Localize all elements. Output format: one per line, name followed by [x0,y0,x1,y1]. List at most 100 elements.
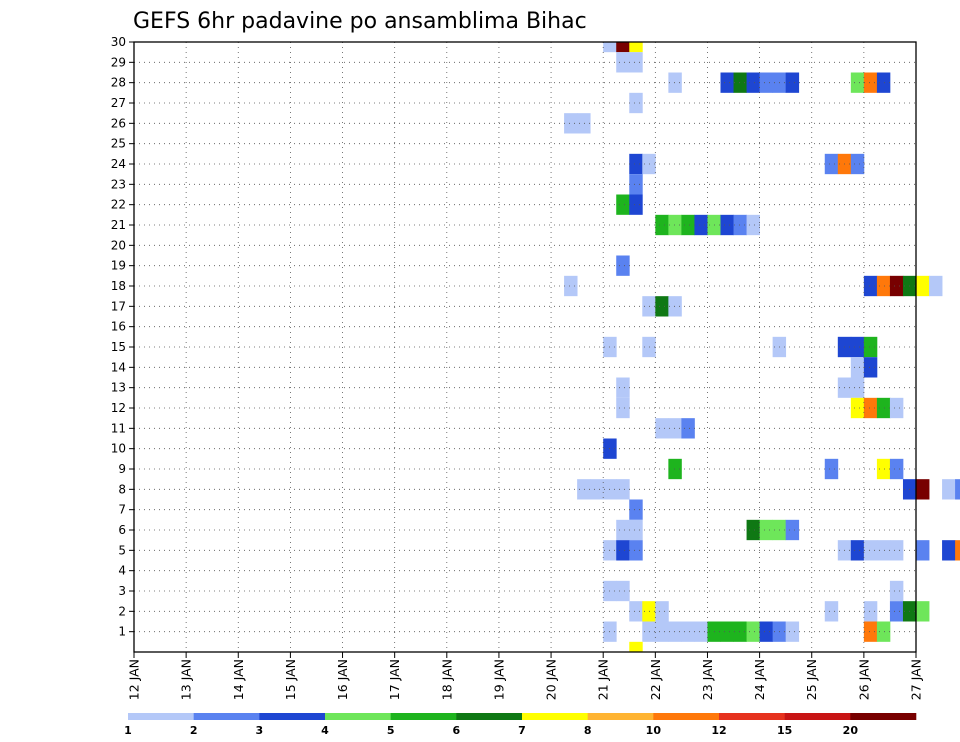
colorbar-label: 15 [777,724,792,737]
heatmap-cell [629,540,643,561]
y-tick-label: 18 [111,279,126,293]
heatmap-cell [668,214,682,236]
colorbar-swatch [719,713,785,720]
heatmap-cell [668,296,682,317]
colorbar-swatch [850,713,917,720]
x-tick-label: 23 JAN [700,659,715,700]
heatmap-cell [850,377,865,398]
heatmap-cell [863,336,878,358]
colorbar-swatch [456,713,523,720]
y-tick-label: 16 [111,320,126,334]
x-tick-label: 22 JAN [648,659,663,700]
x-tick-label: 25 JAN [804,659,819,700]
heatmap-cell [785,519,800,541]
heatmap-cell [824,153,839,175]
heatmap-cell [876,540,891,561]
heatmap-cell [720,72,734,93]
heatmap-cell [916,479,930,500]
colorbar-label: 12 [711,724,726,737]
heatmap-cell [694,621,708,642]
heatmap-cell [733,621,747,642]
heatmap-cell [564,275,578,297]
heatmap-cell [733,72,747,93]
heatmap-cell [863,621,878,642]
heatmap-cell [681,418,695,439]
x-tick-label: 20 JAN [544,659,559,700]
colorbar: 1 2 3 4 5 6 7 8 10 12 15 20 [124,713,917,737]
x-tick-label: 21 JAN [596,659,611,700]
heatmap-cell [863,357,878,378]
y-tick-label: 17 [111,299,126,313]
heatmap-cell [616,580,630,602]
heatmap-cell [850,397,865,419]
heatmap-cell [733,214,747,236]
x-tick-label: 14 JAN [231,659,246,700]
y-tick-label: 27 [111,96,126,110]
x-tick-label: 15 JAN [283,659,298,700]
x-tick-label: 26 JAN [856,659,871,700]
heatmap-cell [876,275,891,297]
colorbar-label: 20 [843,724,859,737]
heatmap-cell [942,540,956,561]
y-tick-label: 29 [111,55,126,69]
heatmap-cell [629,42,643,53]
colorbar-label: 7 [518,724,526,737]
colorbar-label: 6 [453,724,461,737]
heatmap-cell [889,458,904,480]
heatmap-cell [629,52,643,73]
colorbar-label: 8 [584,724,592,737]
y-tick-label: 30 [111,35,126,49]
colorbar-swatch [259,713,326,720]
heatmap-cell [942,479,956,500]
heatmap-cell [629,519,643,541]
y-tick-label: 28 [111,76,126,90]
heatmap-cell [863,601,878,622]
colorbar-swatch [587,713,654,720]
x-axis-ticks: 12 JAN 13 JAN 14 JAN 15 JAN 16 JAN 17 JAN 18 J… [127,652,924,700]
heatmap-cell [577,113,591,134]
colorbar-label: 3 [256,724,264,737]
heatmap-cell [629,174,643,195]
x-tick-label: 18 JAN [439,659,454,700]
heatmap-cell [681,621,695,642]
heatmap-cell [916,275,930,297]
y-tick-label: 14 [111,360,126,374]
heatmap-cell [955,540,960,561]
heatmap-cell [850,153,865,175]
heatmap-cell [668,418,682,439]
heatmap-cell [564,113,578,134]
y-tick-label: 20 [111,238,126,252]
x-tick-label: 27 JAN [909,659,924,700]
heatmap-cell [955,479,960,500]
y-tick-label: 26 [111,116,126,130]
heatmap-cell [616,194,630,215]
x-tick-label: 16 JAN [335,659,350,700]
colorbar-label: 5 [387,724,395,737]
y-tick-label: 3 [118,584,126,598]
y-tick-label: 22 [111,198,126,212]
y-tick-label: 11 [111,421,126,435]
heatmap-cell [668,458,682,480]
x-tick-label: 12 JAN [127,659,142,700]
heatmap-cell [616,52,630,73]
x-tick-label: 24 JAN [752,659,767,700]
y-tick-label: 10 [111,442,126,456]
heatmap-cell [655,296,669,317]
colorbar-swatch [784,713,851,720]
heatmap-cell [668,72,682,93]
heatmap-cell [746,72,760,93]
y-tick-label: 21 [111,218,126,232]
colorbar-label: 2 [190,724,198,737]
heatmap-cell [916,601,930,622]
heatmap-cell [720,214,734,236]
colorbar-swatch [522,713,588,720]
colorbar-swatch [193,713,260,720]
chart-title: GEFS 6hr padavine po ansamblima Bihac [133,9,587,34]
heatmap-cell [863,72,878,93]
heatmap-cell [889,540,904,561]
heatmap-cell [616,377,630,398]
heatmap-cell [785,621,800,642]
heatmap-cell [876,72,891,93]
heatmap-cell [590,479,604,500]
